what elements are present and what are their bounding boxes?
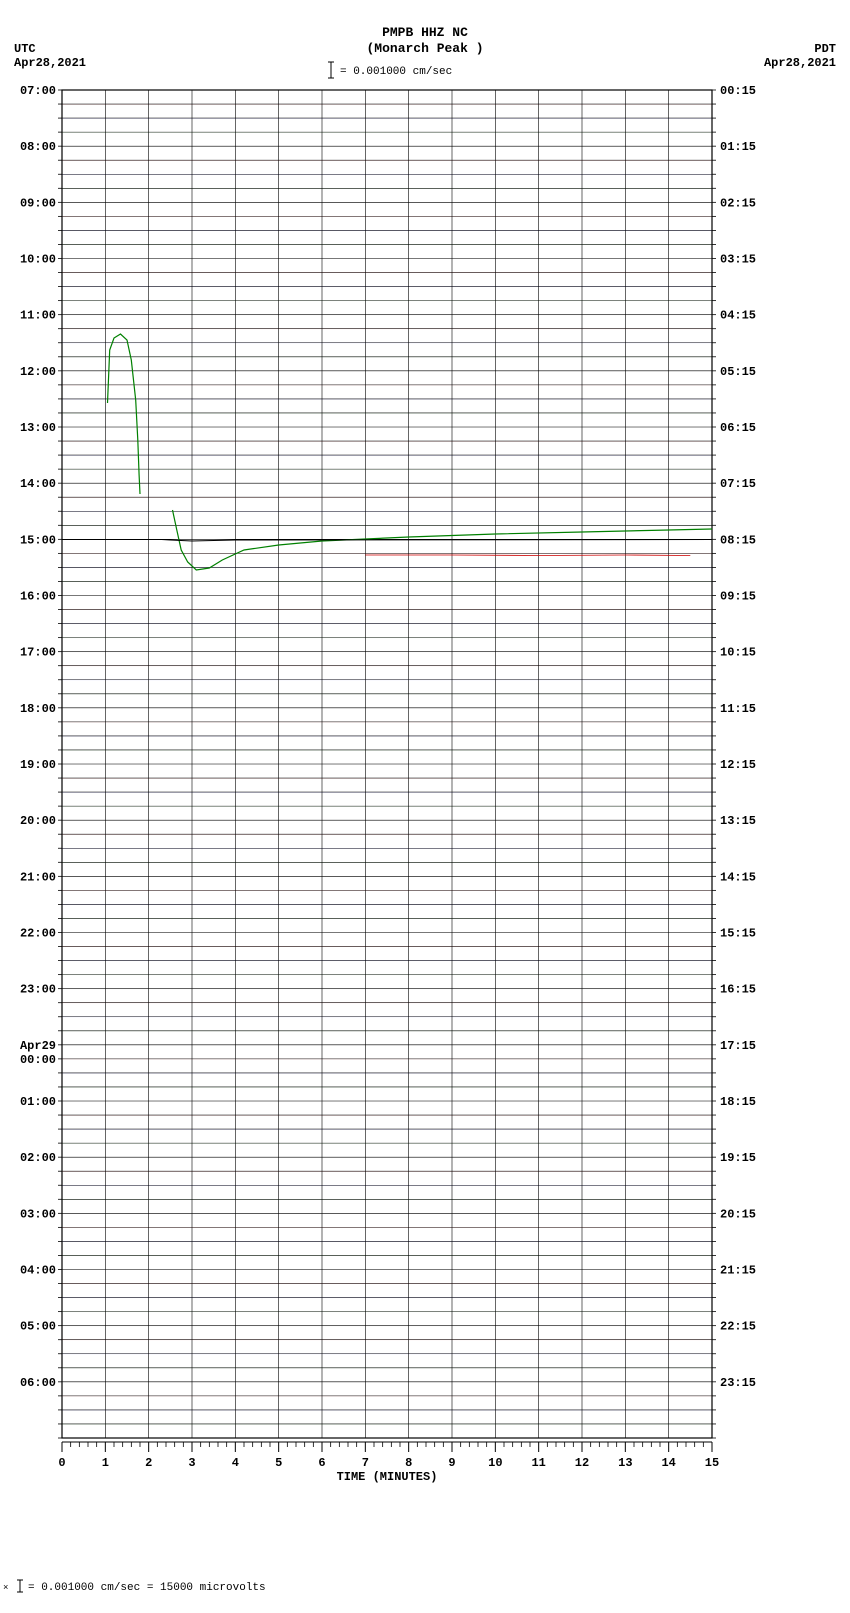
pdt-time-label: 19:15: [720, 1151, 756, 1165]
pdt-time-label: 12:15: [720, 758, 756, 772]
pdt-time-label: 00:15: [720, 84, 756, 98]
utc-time-label: 07:00: [20, 84, 56, 98]
pdt-time-label: 06:15: [720, 421, 756, 435]
helicorder-container: PMPB HHZ NC(Monarch Peak ) = 0.001000 cm…: [0, 0, 850, 1613]
pdt-time-label: 14:15: [720, 870, 756, 884]
utc-time-label: 19:00: [20, 758, 56, 772]
utc-time-label: 06:00: [20, 1376, 56, 1390]
utc-time-label: 08:00: [20, 140, 56, 154]
pdt-time-label: 15:15: [720, 927, 756, 941]
pdt-time-label: 01:15: [720, 140, 756, 154]
x-tick-label: 2: [145, 1456, 152, 1470]
utc-time-label: 16:00: [20, 590, 56, 604]
x-tick-label: 15: [705, 1456, 719, 1470]
utc-time-label: 12:00: [20, 365, 56, 379]
x-tick-label: 8: [405, 1456, 412, 1470]
utc-time-label: 00:00: [20, 1053, 56, 1067]
station-name: (Monarch Peak ): [366, 41, 483, 56]
utc-time-label: 10:00: [20, 253, 56, 267]
x-tick-label: 11: [531, 1456, 545, 1470]
x-tick-label: 7: [362, 1456, 369, 1470]
pdt-time-label: 17:15: [720, 1039, 756, 1053]
seismic-trace: [62, 540, 712, 542]
helicorder-svg: PMPB HHZ NC(Monarch Peak ) = 0.001000 cm…: [0, 0, 850, 1613]
x-tick-label: 14: [661, 1456, 675, 1470]
utc-time-label: 20:00: [20, 814, 56, 828]
utc-time-label: 01:00: [20, 1095, 56, 1109]
scale-text: = 0.001000 cm/sec: [340, 66, 452, 78]
utc-time-label: 03:00: [20, 1207, 56, 1221]
pdt-time-label: 09:15: [720, 590, 756, 604]
pdt-time-label: 10:15: [720, 646, 756, 660]
utc-time-label: Apr29: [20, 1039, 56, 1053]
x-tick-label: 4: [232, 1456, 239, 1470]
utc-time-label: 04:00: [20, 1264, 56, 1278]
utc-time-label: 15:00: [20, 533, 56, 547]
pdt-time-label: 11:15: [720, 702, 756, 716]
x-tick-label: 9: [448, 1456, 455, 1470]
x-tick-label: 3: [188, 1456, 195, 1470]
pdt-time-label: 13:15: [720, 814, 756, 828]
pdt-time-label: 21:15: [720, 1264, 756, 1278]
footer-scale-text: = 0.001000 cm/sec = 15000 microvolts: [28, 1582, 266, 1594]
utc-time-label: 05:00: [20, 1320, 56, 1334]
pdt-time-label: 03:15: [720, 253, 756, 267]
utc-time-label: 13:00: [20, 421, 56, 435]
x-tick-label: 12: [575, 1456, 589, 1470]
pdt-time-label: 23:15: [720, 1376, 756, 1390]
utc-time-label: 09:00: [20, 196, 56, 210]
utc-time-label: 22:00: [20, 927, 56, 941]
right-date: Apr28,2021: [764, 56, 836, 70]
right-tz-label: PDT: [814, 42, 836, 56]
utc-time-label: 11:00: [20, 309, 56, 323]
utc-time-label: 14:00: [20, 477, 56, 491]
seismic-trace: [365, 555, 690, 556]
x-tick-label: 10: [488, 1456, 502, 1470]
x-tick-label: 1: [102, 1456, 109, 1470]
utc-time-label: 17:00: [20, 646, 56, 660]
station-code: PMPB HHZ NC: [382, 25, 468, 40]
pdt-time-label: 07:15: [720, 477, 756, 491]
seismic-trace: [108, 334, 141, 494]
pdt-time-label: 18:15: [720, 1095, 756, 1109]
utc-time-label: 18:00: [20, 702, 56, 716]
footer-prefix: ×: [3, 1583, 8, 1593]
utc-time-label: 02:00: [20, 1151, 56, 1165]
pdt-time-label: 05:15: [720, 365, 756, 379]
utc-time-label: 23:00: [20, 983, 56, 997]
left-tz-label: UTC: [14, 42, 36, 56]
left-date: Apr28,2021: [14, 56, 86, 70]
pdt-time-label: 22:15: [720, 1320, 756, 1334]
pdt-time-label: 02:15: [720, 196, 756, 210]
pdt-time-label: 08:15: [720, 533, 756, 547]
utc-time-label: 21:00: [20, 870, 56, 884]
x-tick-label: 0: [58, 1456, 65, 1470]
x-axis-label: TIME (MINUTES): [337, 1470, 438, 1484]
x-tick-label: 5: [275, 1456, 282, 1470]
pdt-time-label: 20:15: [720, 1207, 756, 1221]
x-tick-label: 13: [618, 1456, 632, 1470]
x-tick-label: 6: [318, 1456, 325, 1470]
pdt-time-label: 16:15: [720, 983, 756, 997]
pdt-time-label: 04:15: [720, 309, 756, 323]
